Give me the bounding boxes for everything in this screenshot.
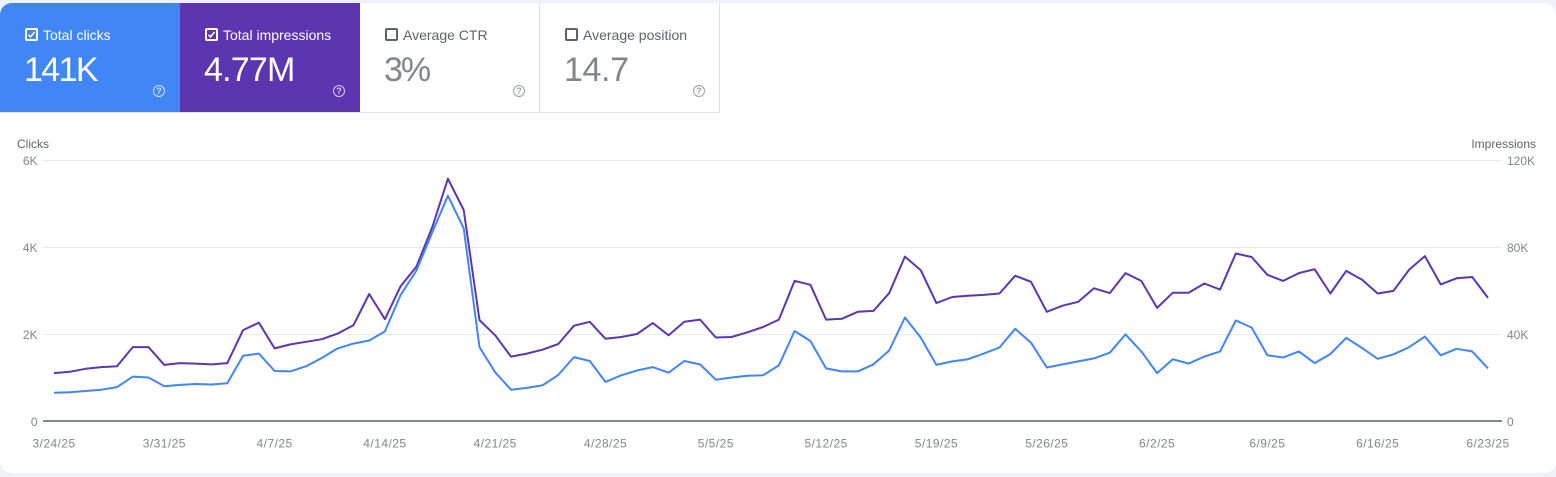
svg-text:6/16/25: 6/16/25 [1356, 437, 1399, 451]
svg-text:3/24/25: 3/24/25 [32, 437, 75, 451]
svg-text:Impressions: Impressions [1471, 137, 1536, 151]
svg-text:5/26/25: 5/26/25 [1025, 437, 1068, 451]
svg-text:4/21/25: 4/21/25 [474, 437, 517, 451]
svg-text:80K: 80K [1507, 241, 1528, 255]
svg-text:6/2/25: 6/2/25 [1139, 437, 1175, 451]
svg-text:0: 0 [31, 415, 38, 429]
svg-text:120K: 120K [1507, 154, 1535, 168]
svg-text:Clicks: Clicks [17, 137, 49, 151]
svg-text:2K: 2K [23, 328, 38, 342]
svg-text:4K: 4K [23, 241, 38, 255]
svg-text:4/14/25: 4/14/25 [363, 437, 406, 451]
svg-text:6/23/25: 6/23/25 [1466, 437, 1509, 451]
svg-text:0: 0 [1507, 415, 1514, 429]
svg-text:4/7/25: 4/7/25 [257, 437, 293, 451]
svg-text:4/28/25: 4/28/25 [584, 437, 627, 451]
svg-text:3/31/25: 3/31/25 [143, 437, 186, 451]
svg-text:5/5/25: 5/5/25 [698, 437, 734, 451]
svg-text:40K: 40K [1507, 328, 1528, 342]
svg-text:6K: 6K [23, 154, 38, 168]
svg-text:6/9/25: 6/9/25 [1249, 437, 1285, 451]
svg-text:5/19/25: 5/19/25 [915, 437, 958, 451]
svg-text:5/12/25: 5/12/25 [805, 437, 848, 451]
